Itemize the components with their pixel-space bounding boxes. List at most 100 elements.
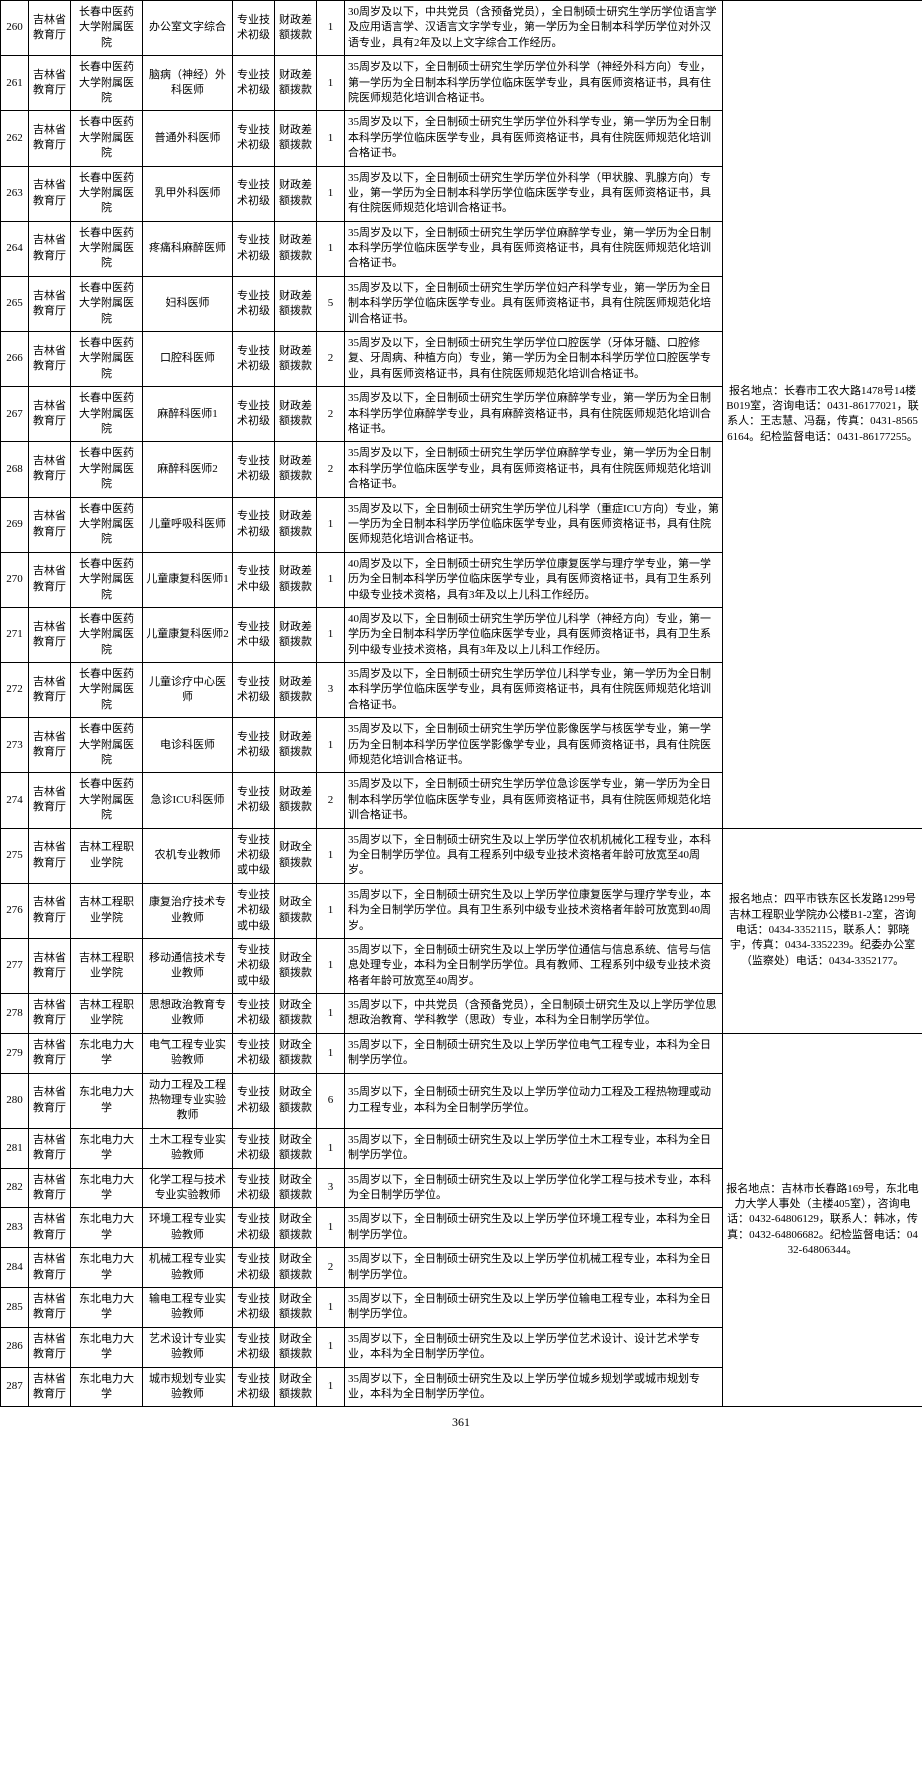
requirements: 35周岁以下，全日制硕士研究生及以上学历学位环境工程专业，本科为全日制学历学位。: [345, 1208, 723, 1248]
category: 专业技术初级: [233, 387, 275, 442]
unit: 长春中医药大学附属医院: [71, 718, 143, 773]
quota: 1: [317, 1208, 345, 1248]
row-number: 281: [1, 1128, 29, 1168]
unit: 长春中医药大学附属医院: [71, 497, 143, 552]
quota: 1: [317, 1128, 345, 1168]
requirements: 35周岁及以下，全日制硕士研究生学历学位外科学专业，第一学历为全日制本科学历学位…: [345, 111, 723, 166]
unit: 长春中医药大学附属医院: [71, 387, 143, 442]
category: 专业技术初级: [233, 1168, 275, 1208]
position: 电气工程专业实验教师: [143, 1033, 233, 1073]
position: 乳甲外科医师: [143, 166, 233, 221]
category: 专业技术初级: [233, 1367, 275, 1407]
category: 专业技术初级: [233, 994, 275, 1034]
funding: 财政全额拨款: [275, 938, 317, 993]
department: 吉林省教育厅: [29, 1, 71, 56]
position: 城市规划专业实验教师: [143, 1367, 233, 1407]
funding: 财政全额拨款: [275, 1248, 317, 1288]
requirements: 35周岁以下，全日制硕士研究生及以上学历学位康复医学与理疗学专业，本科为全日制学…: [345, 883, 723, 938]
category: 专业技术初级: [233, 718, 275, 773]
requirements: 35周岁及以下，全日制硕士研究生学历学位麻醉学专业，第一学历为全日制本科学历学位…: [345, 221, 723, 276]
row-number: 267: [1, 387, 29, 442]
quota: 1: [317, 1327, 345, 1367]
requirements: 40周岁及以下，全日制硕士研究生学历学位康复医学与理疗学专业，第一学历为全日制本…: [345, 552, 723, 607]
department: 吉林省教育厅: [29, 497, 71, 552]
funding: 财政差额拨款: [275, 497, 317, 552]
department: 吉林省教育厅: [29, 332, 71, 387]
funding: 财政差额拨款: [275, 387, 317, 442]
requirements: 35周岁以下，全日制硕士研究生及以上学历学位艺术设计、设计艺术学专业，本科为全日…: [345, 1327, 723, 1367]
unit: 长春中医药大学附属医院: [71, 221, 143, 276]
row-number: 274: [1, 773, 29, 828]
category: 专业技术初级: [233, 1248, 275, 1288]
row-number: 285: [1, 1287, 29, 1327]
row-number: 261: [1, 56, 29, 111]
department: 吉林省教育厅: [29, 1208, 71, 1248]
requirements: 35周岁以下，全日制硕士研究生及以上学历学位通信与信息系统、信号与信息处理专业，…: [345, 938, 723, 993]
quota: 1: [317, 1287, 345, 1327]
department: 吉林省教育厅: [29, 56, 71, 111]
unit: 长春中医药大学附属医院: [71, 607, 143, 662]
department: 吉林省教育厅: [29, 607, 71, 662]
funding: 财政差额拨款: [275, 607, 317, 662]
category: 专业技术初级: [233, 1327, 275, 1367]
position: 康复治疗技术专业教师: [143, 883, 233, 938]
position: 麻醉科医师1: [143, 387, 233, 442]
unit: 长春中医药大学附属医院: [71, 111, 143, 166]
quota: 1: [317, 1033, 345, 1073]
department: 吉林省教育厅: [29, 276, 71, 331]
category: 专业技术初级: [233, 332, 275, 387]
requirements: 35周岁及以下，全日制硕士研究生学历学位麻醉学专业，第一学历为全日制本科学历学位…: [345, 387, 723, 442]
requirements: 35周岁以下，中共党员（含预备党员），全日制硕士研究生及以上学历学位思想政治教育…: [345, 994, 723, 1034]
quota: 1: [317, 883, 345, 938]
funding: 财政全额拨款: [275, 883, 317, 938]
position: 急诊ICU科医师: [143, 773, 233, 828]
position: 普通外科医师: [143, 111, 233, 166]
unit: 吉林工程职业学院: [71, 828, 143, 883]
row-number: 282: [1, 1168, 29, 1208]
requirements: 35周岁以下，全日制硕士研究生及以上学历学位机械工程专业，本科为全日制学历学位。: [345, 1248, 723, 1288]
row-number: 269: [1, 497, 29, 552]
category: 专业技术初级: [233, 1208, 275, 1248]
department: 吉林省教育厅: [29, 442, 71, 497]
department: 吉林省教育厅: [29, 828, 71, 883]
quota: 1: [317, 166, 345, 221]
row-number: 268: [1, 442, 29, 497]
page-number: 361: [0, 1407, 922, 1438]
position: 儿童康复科医师2: [143, 607, 233, 662]
category: 专业技术初级: [233, 497, 275, 552]
quota: 2: [317, 332, 345, 387]
department: 吉林省教育厅: [29, 1128, 71, 1168]
position: 移动通信技术专业教师: [143, 938, 233, 993]
funding: 财政全额拨款: [275, 1367, 317, 1407]
department: 吉林省教育厅: [29, 111, 71, 166]
quota: 5: [317, 276, 345, 331]
row-number: 278: [1, 994, 29, 1034]
funding: 财政差额拨款: [275, 221, 317, 276]
quota: 1: [317, 221, 345, 276]
category: 专业技术初级: [233, 1, 275, 56]
unit: 长春中医药大学附属医院: [71, 166, 143, 221]
quota: 2: [317, 442, 345, 497]
requirements: 35周岁以下，全日制硕士研究生及以上学历学位动力工程及工程热物理或动力工程专业，…: [345, 1073, 723, 1128]
category: 专业技术中级: [233, 552, 275, 607]
requirements: 35周岁及以下，全日制硕士研究生学历学位妇产科学专业，第一学历为全日制本科学历学…: [345, 276, 723, 331]
department: 吉林省教育厅: [29, 1327, 71, 1367]
quota: 1: [317, 994, 345, 1034]
category: 专业技术初级: [233, 663, 275, 718]
position: 儿童诊疗中心医师: [143, 663, 233, 718]
unit: 东北电力大学: [71, 1128, 143, 1168]
unit: 长春中医药大学附属医院: [71, 332, 143, 387]
row-number: 284: [1, 1248, 29, 1288]
funding: 财政差额拨款: [275, 552, 317, 607]
category: 专业技术初级: [233, 1128, 275, 1168]
row-number: 279: [1, 1033, 29, 1073]
department: 吉林省教育厅: [29, 994, 71, 1034]
category: 专业技术初级: [233, 442, 275, 497]
category: 专业技术初级: [233, 1287, 275, 1327]
quota: 1: [317, 552, 345, 607]
row-number: 260: [1, 1, 29, 56]
position: 口腔科医师: [143, 332, 233, 387]
department: 吉林省教育厅: [29, 1168, 71, 1208]
requirements: 35周岁及以下，全日制硕士研究生学历学位外科学（神经外科方向）专业，第一学历为全…: [345, 56, 723, 111]
unit: 长春中医药大学附属医院: [71, 56, 143, 111]
